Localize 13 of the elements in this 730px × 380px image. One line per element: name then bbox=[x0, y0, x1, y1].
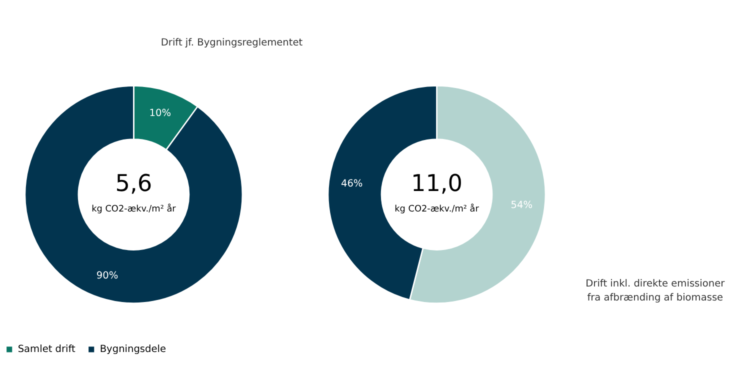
legend-label: Bygningsdele bbox=[100, 344, 166, 356]
text: kg CO2-ækv./m² år bbox=[92, 203, 176, 214]
data-label: 90% bbox=[96, 270, 118, 282]
data-label: 46% bbox=[340, 178, 363, 190]
data-label: 54% bbox=[510, 200, 533, 211]
text: Drift jf. Bygningsreglementet bbox=[160, 38, 303, 49]
data-label: 10% bbox=[149, 108, 172, 119]
text: 11,0 bbox=[410, 170, 463, 197]
text: 5,6 bbox=[115, 170, 152, 197]
legend-label: Samlet drift bbox=[18, 344, 76, 356]
donut-slice bbox=[24, 85, 244, 304]
text: kg CO2-ækv./m² år bbox=[394, 203, 480, 214]
text: Drift inkl. direkte emissioner fra afbrænding af biomasse bbox=[586, 278, 726, 304]
